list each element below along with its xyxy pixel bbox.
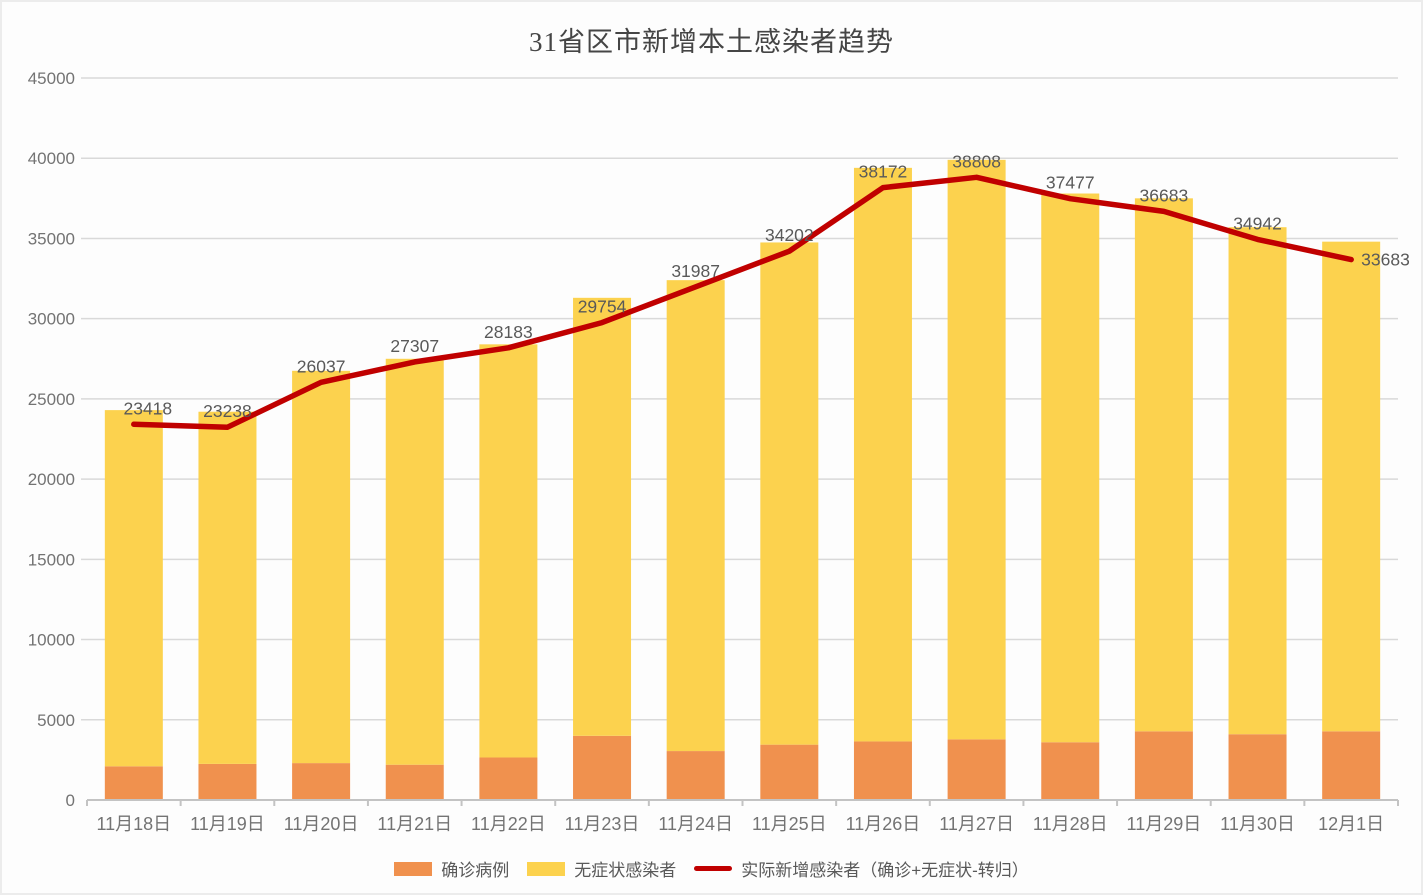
bar-confirmed — [1041, 742, 1100, 800]
bar-asymptomatic — [198, 411, 257, 764]
bar-confirmed — [385, 764, 444, 800]
trend-line — [131, 174, 1354, 430]
bar-confirmed — [104, 766, 163, 800]
bar-asymptomatic — [385, 358, 444, 765]
x-tick-label: 11月21日 — [377, 814, 452, 834]
data-label: 36683 — [1140, 185, 1189, 205]
bar-asymptomatic — [479, 344, 538, 758]
bar-asymptomatic — [1041, 193, 1100, 743]
legend-item-asymptomatic: 无症状感染者 — [527, 856, 676, 881]
bar-asymptomatic — [1134, 198, 1193, 732]
data-label: 26037 — [297, 356, 346, 376]
data-label: 23238 — [203, 401, 252, 421]
legend-item-actual-line: 实际新增感染者（确诊+无症状-转归） — [694, 856, 1029, 881]
bar-confirmed — [198, 763, 257, 800]
bar-confirmed — [853, 741, 912, 800]
y-tick-label: 15000 — [28, 550, 75, 569]
y-tick-label: 25000 — [28, 390, 75, 409]
legend-swatch-asymptomatic-icon — [527, 861, 566, 876]
bar-confirmed — [666, 751, 725, 800]
y-tick-label: 30000 — [28, 310, 75, 329]
bar-confirmed — [292, 763, 351, 800]
bar-asymptomatic — [1322, 241, 1381, 732]
bar-asymptomatic — [1228, 227, 1287, 735]
x-tick-label: 11月24日 — [658, 814, 733, 834]
bar-asymptomatic — [947, 159, 1006, 740]
x-tick-label: 11月28日 — [1033, 814, 1108, 834]
y-axis-labels: 0 5000 10000 15000 20000 25000 30000 35000 40000… — [28, 69, 75, 810]
bar-asymptomatic — [853, 167, 912, 742]
bar-confirmed — [573, 735, 632, 800]
data-labels: 23418 23238 26037 27307 28183 29754 31987 34202… — [123, 151, 1409, 421]
bar-confirmed — [1134, 731, 1193, 800]
bar-asymptomatic — [573, 297, 632, 736]
legend-swatch-line-icon — [694, 866, 733, 871]
x-tick-label: 11月18日 — [96, 814, 171, 834]
data-label: 38808 — [952, 151, 1001, 171]
x-tick-label: 11月22日 — [471, 814, 546, 834]
bar-confirmed — [947, 739, 1006, 800]
legend-item-confirmed: 确诊病例 — [394, 856, 509, 881]
x-tick-label: 11月20日 — [284, 814, 359, 834]
data-label: 34202 — [765, 225, 814, 245]
bars — [104, 159, 1381, 800]
x-tick-label: 11月23日 — [565, 814, 640, 834]
data-label: 29754 — [578, 297, 627, 317]
gridlines — [81, 77, 1398, 721]
data-label: 37477 — [1046, 173, 1095, 193]
y-tick-label: 20000 — [28, 470, 75, 489]
x-tick-label: 11月26日 — [846, 814, 921, 834]
bar-confirmed — [479, 757, 538, 800]
legend-label-actual-line: 实际新增感染者（确诊+无症状-转归） — [741, 861, 1029, 880]
legend-swatch-confirmed-icon — [394, 861, 433, 876]
x-tick-label: 11月29日 — [1127, 814, 1202, 834]
legend: 确诊病例 无症状感染者 实际新增感染者（确诊+无症状-转归） — [2, 856, 1421, 881]
y-tick-label: 40000 — [28, 149, 75, 168]
legend-label-asymptomatic: 无症状感染者 — [574, 861, 677, 880]
x-tick-label: 11月25日 — [752, 814, 827, 834]
data-label: 34942 — [1233, 213, 1282, 233]
bar-confirmed — [1228, 734, 1287, 800]
chart-title: 31省区市新增本土感染者趋势 — [529, 27, 894, 57]
bar-asymptomatic — [292, 370, 351, 764]
data-label: 23418 — [123, 398, 172, 418]
x-tick-label: 11月27日 — [939, 814, 1014, 834]
y-tick-label: 0 — [66, 791, 75, 810]
chart-plot: 0 5000 10000 15000 20000 25000 30000 35000 40000… — [28, 69, 1410, 834]
y-tick-label: 35000 — [28, 229, 75, 248]
bar-confirmed — [1322, 731, 1381, 800]
bar-asymptomatic — [666, 280, 725, 752]
data-label: 33683 — [1361, 250, 1410, 270]
y-tick-label: 10000 — [28, 631, 75, 650]
data-label: 38172 — [859, 162, 908, 182]
x-tick-label: 11月19日 — [190, 814, 265, 834]
y-tick-label: 5000 — [37, 711, 75, 730]
bar-asymptomatic — [760, 242, 819, 745]
data-label: 28183 — [484, 322, 533, 342]
x-tick-label: 11月30日 — [1220, 814, 1295, 834]
bar-asymptomatic — [104, 410, 163, 767]
y-tick-label: 45000 — [28, 69, 75, 88]
data-label: 27307 — [390, 336, 439, 356]
bar-confirmed — [760, 744, 819, 800]
legend-label-confirmed: 确诊病例 — [441, 861, 510, 880]
x-axis: 11月18日 11月19日 11月20日 11月21日 11月22日 11月23日 11月2… — [86, 799, 1399, 834]
data-label: 31987 — [671, 261, 720, 281]
x-tick-label: 12月1日 — [1318, 814, 1384, 834]
